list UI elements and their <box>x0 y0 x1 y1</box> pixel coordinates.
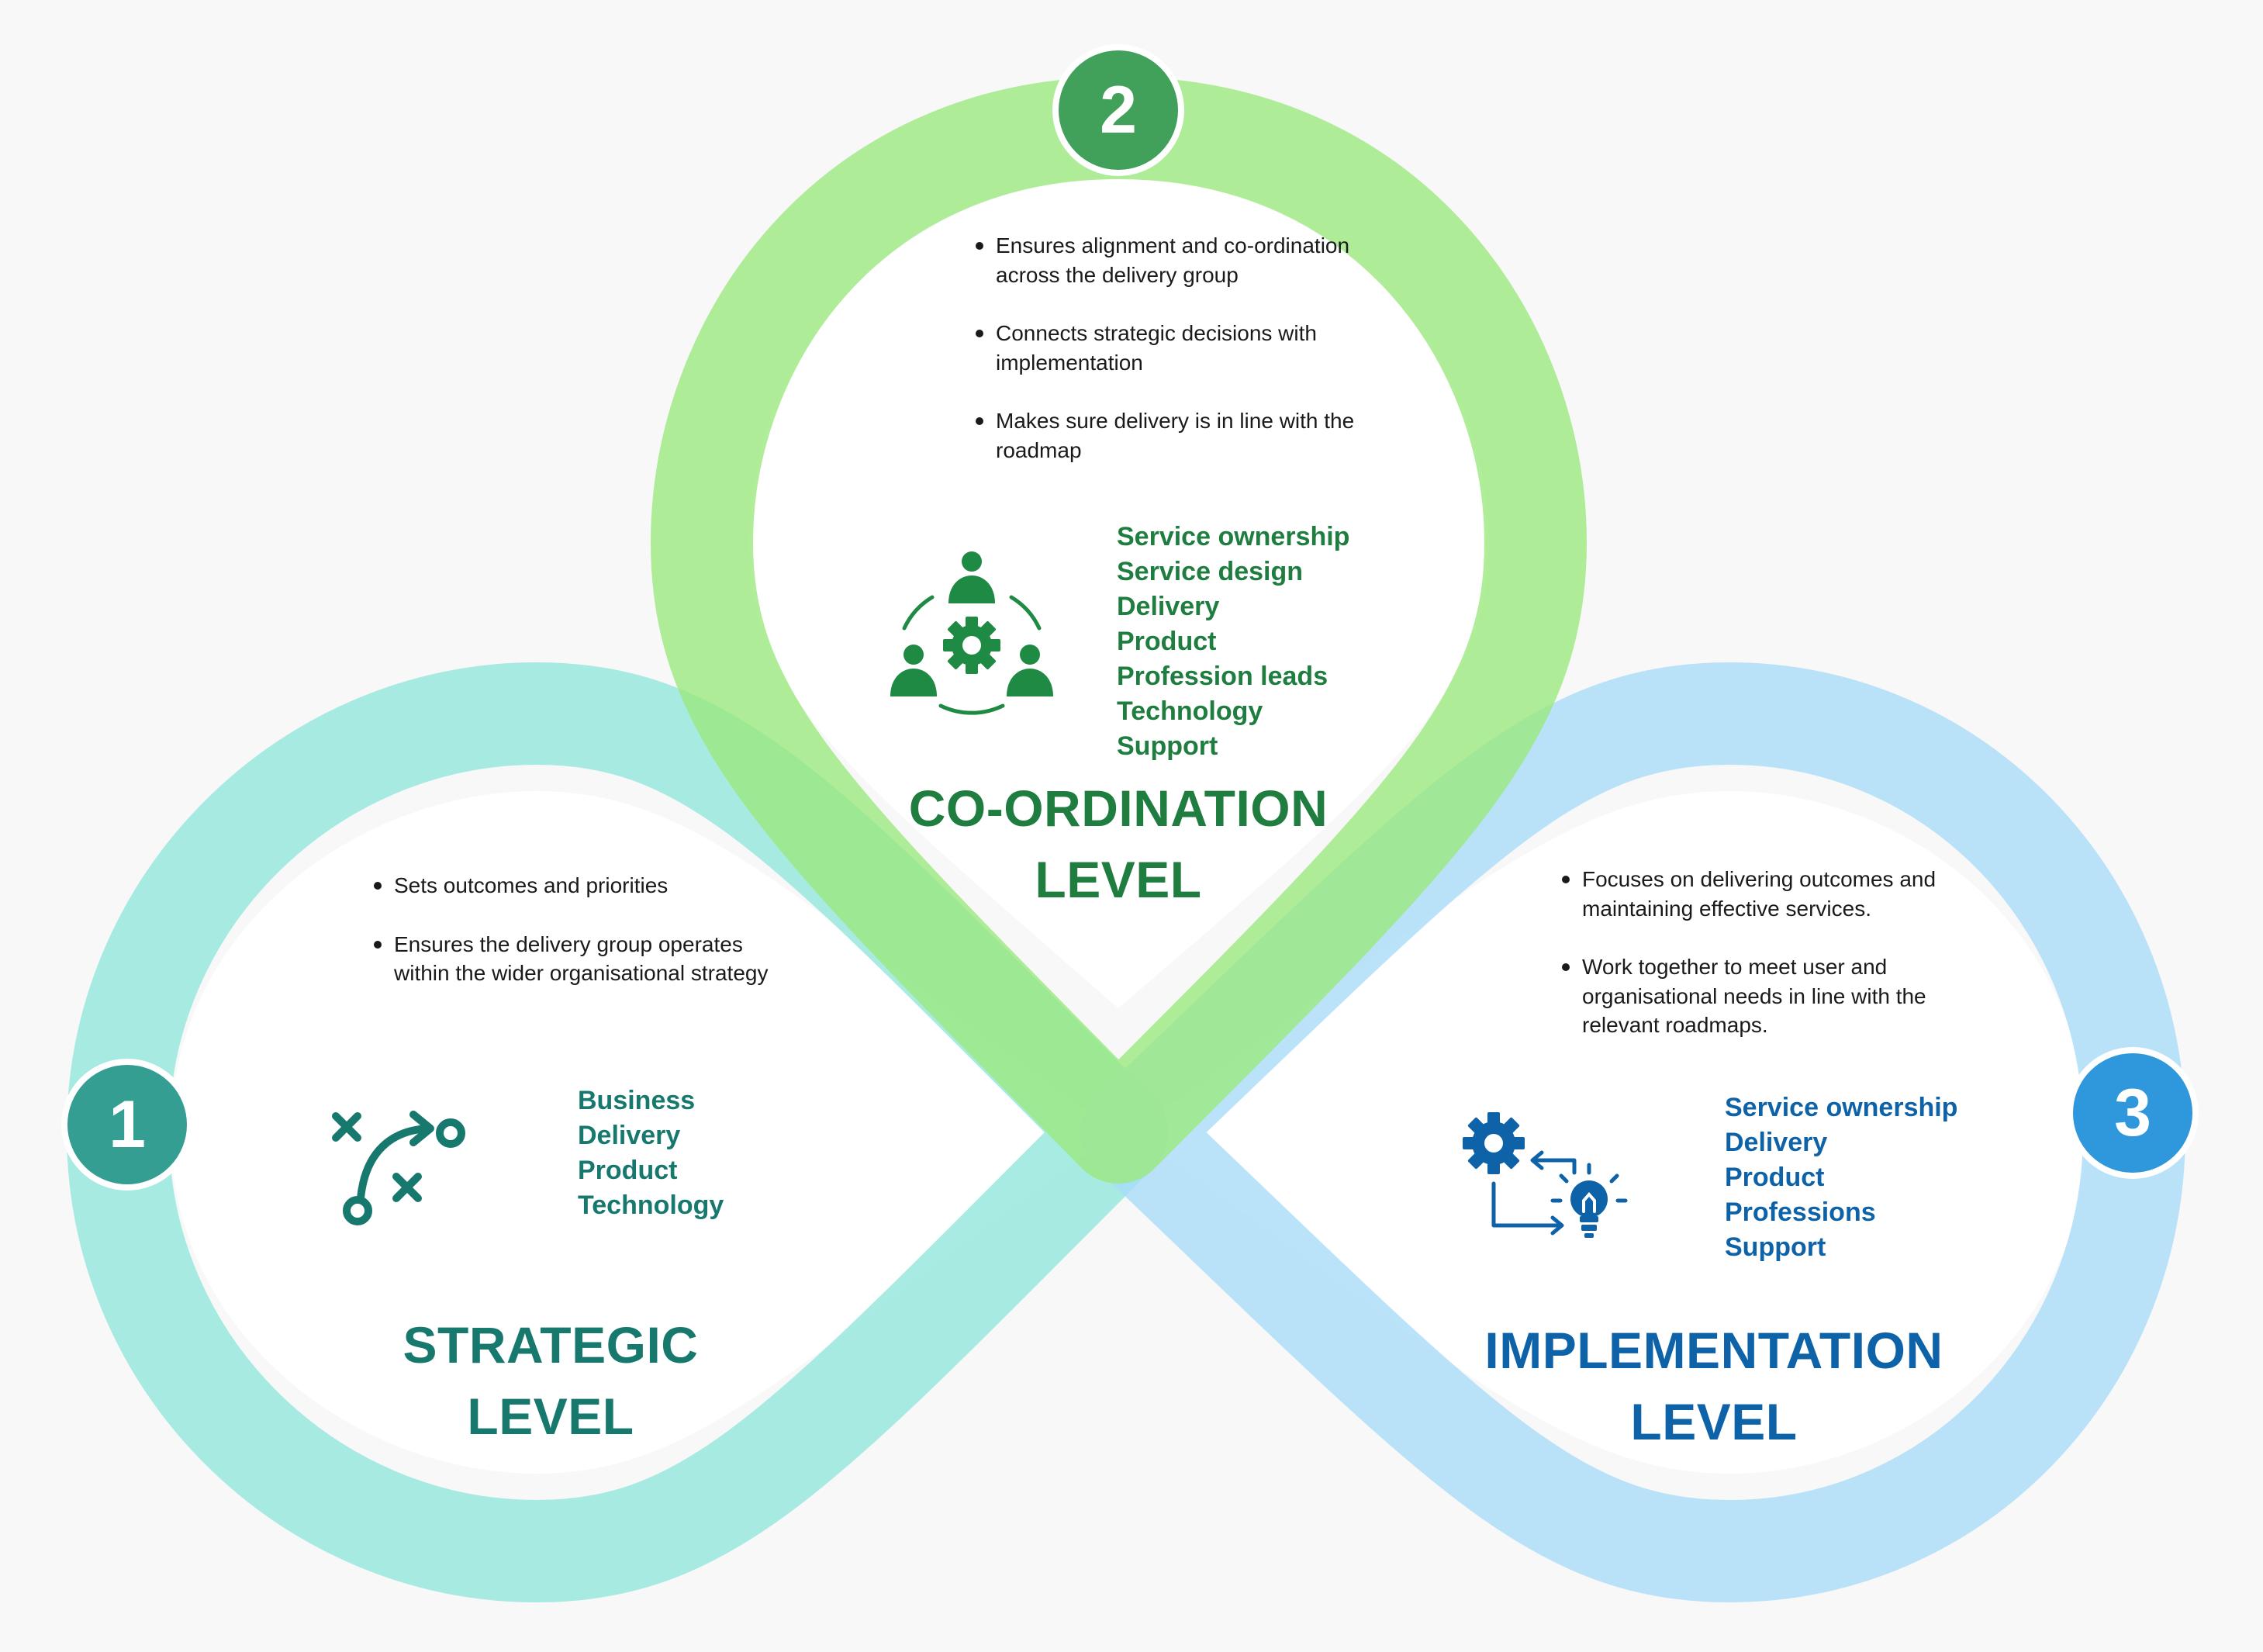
coordination-role: Support <box>1117 731 1218 761</box>
coordination-role: Delivery <box>1117 592 1220 621</box>
coordination-role: Technology <box>1117 696 1263 726</box>
coordination-bullet: Ensures alignment and co-ordination acro… <box>973 231 1360 289</box>
strategic-title-line1: STRATEGIC <box>403 1316 699 1374</box>
coordination-role: Product <box>1117 627 1217 656</box>
implementation-roles: Service ownership Delivery Product Profe… <box>1725 1090 1957 1265</box>
strategic-role: Technology <box>578 1191 724 1220</box>
coordination-title-line2: LEVEL <box>1035 851 1202 908</box>
strategic-title: STRATEGIC LEVEL <box>318 1309 783 1452</box>
strategy-play-icon <box>332 1111 465 1225</box>
coordination-ring <box>651 77 1587 1184</box>
coordination-title-line1: CO-ORDINATION <box>908 779 1328 837</box>
coordination-role: Service design <box>1117 557 1304 586</box>
coordination-bullet: Connects strategic decisions with implem… <box>973 319 1360 377</box>
coordination-interior <box>748 178 1489 1008</box>
strategic-roles: Business Delivery Product Technology <box>578 1083 724 1223</box>
badge-implementation: 3 <box>2067 1047 2199 1179</box>
implementation-bullets: Focuses on delivering outcomes and maint… <box>1559 865 1947 1070</box>
strategic-bullets: Sets outcomes and priorities Ensures the… <box>371 871 782 1018</box>
implementation-role: Professions <box>1725 1198 1876 1227</box>
strategic-role: Business <box>578 1086 696 1115</box>
coordination-role: Service ownership <box>1117 522 1350 551</box>
implementation-role: Support <box>1725 1232 1826 1262</box>
coordination-bullet: Makes sure delivery is in line with the … <box>973 406 1360 465</box>
implementation-role: Delivery <box>1725 1128 1828 1157</box>
team-gear-icon <box>890 551 1053 715</box>
strategic-role: Delivery <box>578 1121 681 1150</box>
implementation-bullet: Focuses on delivering outcomes and maint… <box>1559 865 1947 923</box>
strategic-title-line2: LEVEL <box>467 1388 634 1445</box>
strategic-role: Product <box>578 1156 678 1185</box>
badge-strategic: 1 <box>61 1059 193 1191</box>
coordination-bullets: Ensures alignment and co-ordination acro… <box>973 231 1360 494</box>
implementation-title-line1: IMPLEMENTATION <box>1484 1322 1943 1379</box>
gear-idea-cycle-icon <box>1463 1112 1628 1238</box>
coordination-roles: Service ownership Service design Deliver… <box>1117 520 1349 764</box>
badge-coordination: 2 <box>1052 44 1184 176</box>
coordination-title: CO-ORDINATION LEVEL <box>847 772 1390 915</box>
strategic-bullet: Sets outcomes and priorities <box>371 871 782 900</box>
implementation-title: IMPLEMENTATION LEVEL <box>1442 1315 1985 1457</box>
implementation-title-line2: LEVEL <box>1630 1393 1798 1450</box>
implementation-role: Service ownership <box>1725 1093 1958 1122</box>
strategic-bullet: Ensures the delivery group operates with… <box>371 930 782 988</box>
coordination-role: Profession leads <box>1117 662 1328 691</box>
implementation-bullet: Work together to meet user and organisat… <box>1559 952 1947 1040</box>
implementation-role: Product <box>1725 1163 1825 1192</box>
